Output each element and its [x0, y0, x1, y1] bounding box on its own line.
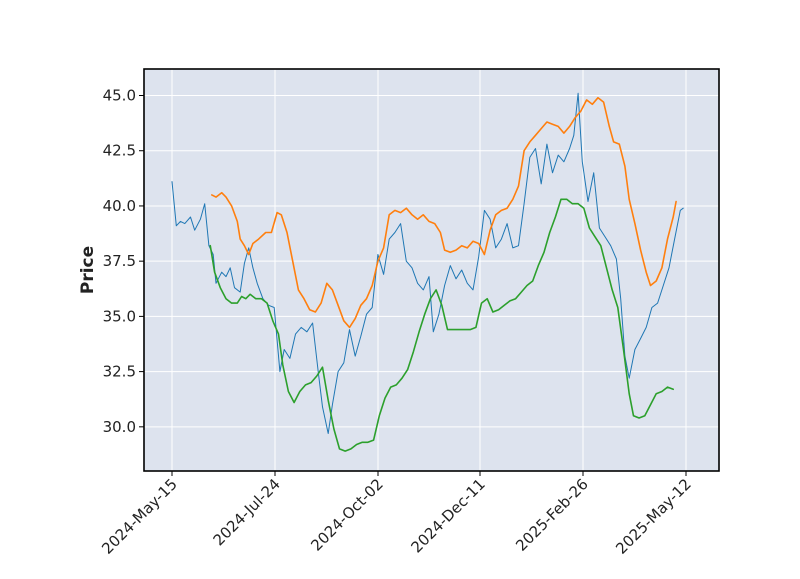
y-tick-label: 45.0	[103, 87, 136, 105]
series-line-1	[171, 92, 684, 434]
y-tick-label: 42.5	[103, 142, 136, 160]
x-tick-label: 2025-Feb-26	[512, 475, 592, 555]
y-tick-label: 30.0	[103, 418, 136, 436]
series-layer	[171, 92, 684, 452]
y-tick-label: 35.0	[103, 307, 136, 325]
plot-frame	[143, 68, 720, 472]
y-axis-title: Price	[78, 246, 98, 294]
x-tick-label: 2024-Jul-24	[210, 475, 284, 549]
x-tick-label: 2024-Oct-02	[307, 475, 387, 555]
series-line-3	[209, 198, 674, 452]
y-tick-label: 37.5	[103, 252, 136, 270]
y-tick-label: 32.5	[103, 363, 136, 381]
x-tick-label: 2025-May-12	[612, 475, 695, 558]
plot-area	[144, 69, 719, 471]
x-tick-label: 2024-May-15	[98, 475, 181, 558]
series-line-2	[211, 96, 677, 329]
x-tick-label: 2024-Dec-11	[407, 475, 488, 556]
y-tick-label: 40.0	[103, 197, 136, 215]
grid	[144, 69, 719, 471]
